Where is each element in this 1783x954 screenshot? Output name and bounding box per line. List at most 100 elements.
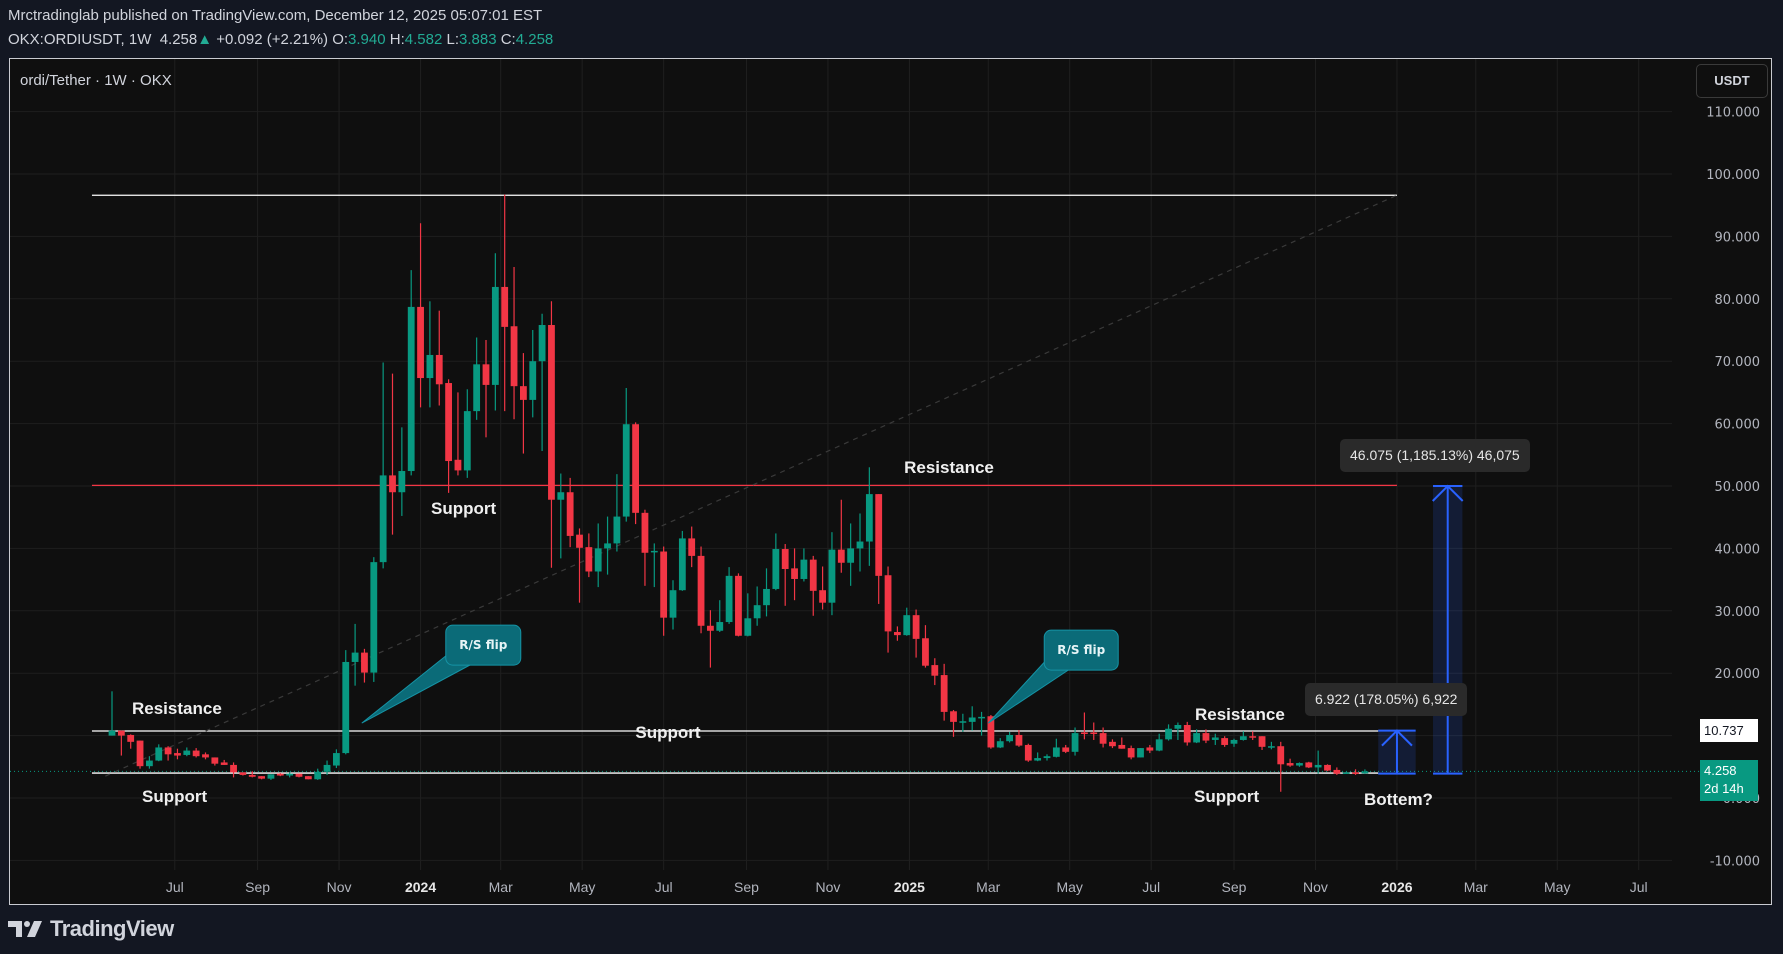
candle-up: [342, 661, 350, 754]
candle-up: [1211, 737, 1219, 740]
candle-down: [1249, 736, 1257, 738]
candle-up: [351, 652, 359, 662]
candle-down: [837, 549, 845, 563]
candle-up: [314, 771, 322, 780]
tradingview-logo[interactable]: TradingView: [8, 916, 174, 942]
price-change: +0.092 (+2.21%): [216, 31, 329, 48]
measure-label-small: 6.922 (178.05%) 6,922: [1305, 683, 1468, 716]
candle-up: [828, 549, 836, 603]
candle-up: [267, 774, 275, 779]
arrow-up-icon: [1432, 484, 1464, 502]
candle-down: [202, 754, 209, 758]
candle-down: [566, 492, 574, 536]
candle-up: [650, 550, 658, 553]
candle-up: [903, 615, 911, 636]
chart-text-annotation: Bottem?: [1364, 790, 1433, 809]
candle-down: [1183, 724, 1191, 743]
candle-down: [520, 386, 527, 400]
last-price: 4.258: [159, 31, 198, 48]
candle-down: [940, 675, 948, 712]
candle-down: [454, 459, 462, 471]
candle-up: [557, 492, 565, 500]
candle-down: [1324, 764, 1331, 771]
candle-up: [669, 590, 677, 618]
last-price-label: 4.258 2d 14h: [1700, 760, 1758, 801]
candle-down: [482, 364, 490, 385]
price-axis-label: 30.000: [1715, 605, 1761, 620]
arrow-up-icon: [1381, 729, 1413, 747]
candle-up: [1006, 734, 1013, 742]
candle-up: [1296, 763, 1303, 766]
candle-up: [753, 605, 761, 619]
candle-up: [1239, 736, 1247, 740]
candle-down: [230, 764, 237, 773]
price-axis-label: 80.000: [1715, 293, 1761, 308]
time-axis-label: Nov: [1303, 879, 1328, 895]
tradingview-logo-icon: [8, 921, 42, 937]
callout-text: R/S flip: [1057, 643, 1105, 657]
low-label: L:: [446, 31, 459, 48]
chart-text-annotation: Support: [142, 787, 207, 806]
candle-up: [1137, 748, 1144, 758]
trend-line-dashed: [105, 194, 1398, 777]
candle-down: [435, 354, 443, 385]
candle-down: [192, 750, 200, 757]
candle-up: [763, 588, 770, 606]
time-axis-label: Jul: [655, 879, 673, 895]
candle-down: [632, 424, 639, 513]
candle-up: [473, 364, 481, 412]
low-value: 3.883: [459, 31, 497, 48]
candle-down: [174, 753, 181, 756]
open-label: O:: [332, 31, 349, 48]
candle-down: [1109, 741, 1116, 747]
candle-down: [1081, 732, 1088, 734]
candle-down: [127, 734, 135, 742]
callout-text: R/S flip: [459, 638, 507, 652]
time-axis-label: Sep: [734, 879, 759, 895]
candle-down: [781, 549, 789, 569]
candle-up: [613, 516, 621, 544]
candle-down: [510, 326, 518, 387]
candle-down: [884, 575, 892, 632]
candle-up: [678, 538, 686, 591]
candle-down: [894, 632, 901, 636]
symbol-name: OKX:ORDIUSDT, 1W: [8, 31, 152, 48]
candle-down: [1202, 733, 1210, 741]
level-price-label: 10.737: [1700, 719, 1758, 742]
candle-up: [968, 717, 976, 722]
candle-up: [996, 741, 1004, 748]
candle-down: [809, 559, 817, 591]
price-axis-label: 110.000: [1706, 106, 1760, 121]
price-axis-label: 60.000: [1715, 418, 1761, 433]
candle-down: [1221, 738, 1229, 745]
candle-down: [239, 772, 247, 775]
high-value: 4.582: [404, 31, 443, 48]
chart-panel[interactable]: [9, 58, 1772, 905]
time-axis-label: Sep: [1222, 879, 1247, 895]
candle-up: [1034, 758, 1042, 761]
candle-down: [1015, 734, 1023, 746]
candle-up: [155, 747, 163, 761]
time-axis-label: May: [1544, 879, 1570, 895]
candle-up: [716, 622, 724, 631]
price-axis-label: 70.000: [1715, 355, 1761, 370]
publish-info: Mrctradinglab published on TradingView.c…: [8, 7, 543, 24]
time-axis-label: Mar: [489, 879, 513, 895]
candle-up: [847, 548, 855, 563]
close-value: 4.258: [515, 31, 554, 48]
candle-up: [1155, 739, 1163, 751]
candle-up: [183, 750, 191, 755]
candle-down: [585, 547, 593, 572]
candle-up: [1052, 747, 1060, 757]
up-triangle-icon: ▲: [197, 31, 213, 48]
candle-down: [987, 716, 995, 748]
candle-down: [707, 625, 714, 631]
candle-down: [248, 774, 256, 777]
candle-up: [725, 575, 733, 623]
time-axis-label: 2025: [894, 879, 925, 895]
candle-up: [1314, 764, 1322, 768]
chart-legend-title: ordi/Tether · 1W · OKX: [20, 72, 172, 89]
chart-text-annotation: Resistance: [904, 458, 994, 477]
currency-button[interactable]: USDT: [1696, 64, 1768, 98]
